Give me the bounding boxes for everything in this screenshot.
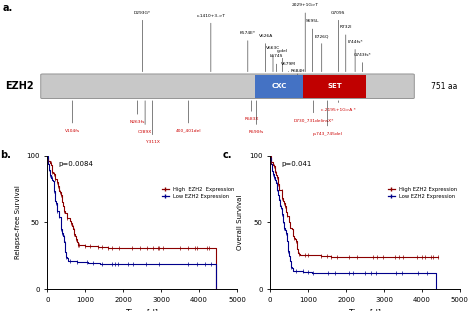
Y-axis label: Overall Survival: Overall Survival	[237, 195, 244, 250]
Text: p.743_745del: p.743_745del	[312, 101, 342, 136]
Text: c.2195+1G>A *: c.2195+1G>A *	[321, 101, 356, 112]
Text: D293G*: D293G*	[134, 11, 151, 72]
Text: g.del: g.del	[277, 49, 288, 72]
X-axis label: Time [d]: Time [d]	[126, 309, 158, 311]
X-axis label: Time [d]: Time [d]	[349, 309, 381, 311]
Text: L674S: L674S	[270, 54, 283, 72]
Text: R684H: R684H	[291, 69, 305, 75]
Text: C289X: C289X	[138, 101, 152, 134]
Bar	[303, 75, 366, 98]
Text: R583X: R583X	[245, 101, 259, 121]
Text: V626A: V626A	[258, 34, 273, 72]
FancyBboxPatch shape	[41, 74, 414, 99]
Text: c.: c.	[223, 150, 232, 160]
Text: a.: a.	[2, 3, 13, 13]
Text: V679M: V679M	[281, 62, 296, 72]
Text: SET: SET	[328, 83, 342, 89]
Text: 400_401del: 400_401del	[176, 101, 201, 132]
Y-axis label: Relapse-free Survival: Relapse-free Survival	[15, 185, 21, 259]
Text: CXC: CXC	[272, 83, 287, 89]
Text: N263fs: N263fs	[130, 101, 146, 124]
Text: R590fs: R590fs	[249, 101, 264, 134]
Text: Y311X: Y311X	[146, 101, 159, 144]
Text: EZH2: EZH2	[5, 81, 33, 91]
Text: c.1410+3->T: c.1410+3->T	[196, 14, 225, 72]
Text: D730_731delinsX*: D730_731delinsX*	[293, 101, 334, 123]
Text: b.: b.	[0, 150, 11, 160]
Text: G709S: G709S	[331, 11, 346, 72]
Text: V104fs: V104fs	[64, 101, 80, 132]
Text: 2029+1G>T: 2029+1G>T	[292, 3, 319, 72]
Text: 751 aa: 751 aa	[431, 82, 458, 91]
Text: p=0.0084: p=0.0084	[59, 161, 94, 167]
Text: I744fs*: I744fs*	[347, 40, 363, 72]
Text: p=0.041: p=0.041	[282, 161, 312, 167]
Text: V663C: V663C	[266, 46, 280, 72]
Text: R732I: R732I	[339, 25, 352, 72]
Text: E726Q: E726Q	[315, 34, 329, 72]
Text: G743fs*: G743fs*	[354, 53, 371, 72]
Bar	[255, 75, 303, 98]
Text: S695L: S695L	[306, 19, 319, 72]
Legend: High EZH2 Expression, Low EZH2 Expression: High EZH2 Expression, Low EZH2 Expressio…	[386, 184, 459, 202]
Text: K574E*: K574E*	[240, 31, 256, 72]
Legend: High  EZH2  Expression, Low EZH2 Expression: High EZH2 Expression, Low EZH2 Expressio…	[160, 184, 236, 202]
